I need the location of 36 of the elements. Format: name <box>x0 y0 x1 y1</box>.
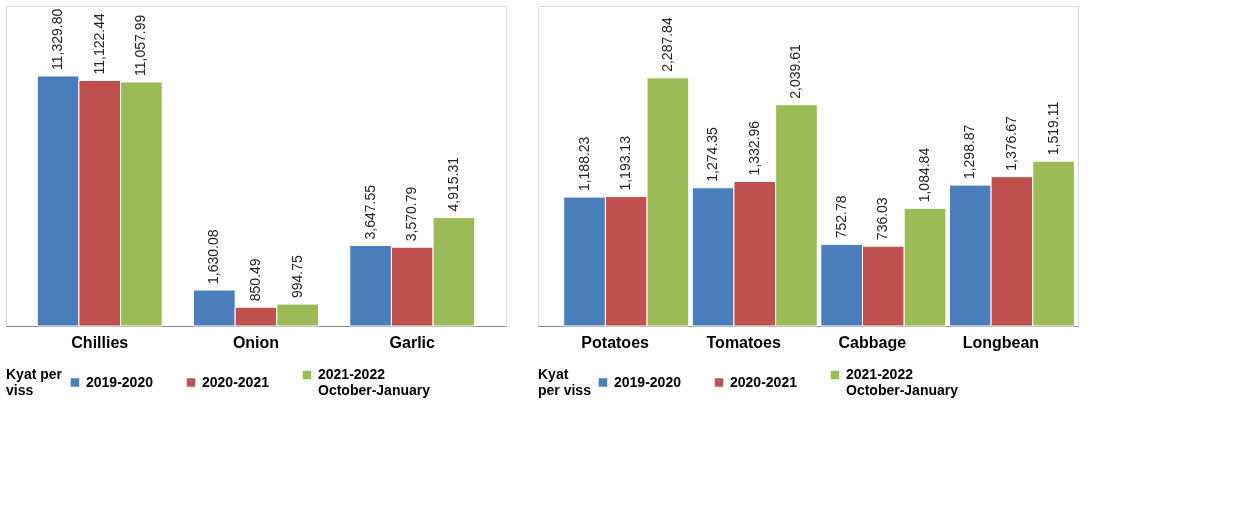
data-label: 1,298.87 <box>961 124 978 180</box>
x-tick-label: Onion <box>232 333 280 351</box>
data-label: 1,376.67 <box>1002 115 1019 171</box>
x-tick-label: Tomatoes <box>706 333 781 351</box>
data-label: 1,519.11 <box>1044 101 1061 156</box>
data-label: 11,057.99 <box>132 14 149 76</box>
data-label: 11,122.44 <box>90 13 107 75</box>
data-label: 11,329.80 <box>49 8 66 70</box>
data-label: 2,287.84 <box>658 17 675 72</box>
x-tick-label: Longbean <box>962 333 1040 351</box>
legend-label: 2020-2021 <box>730 373 798 390</box>
data-label: 1,193.13 <box>617 135 634 191</box>
legend-title: Kyat per viss <box>538 366 592 398</box>
legend-label: 2021-2022 October-January <box>318 366 431 398</box>
legend-label: 2019-2020 <box>614 373 682 390</box>
x-tick-label: Garlic <box>389 333 436 351</box>
legend-label: 2021-2022 October-January <box>846 366 959 398</box>
legend-label: 2020-2021 <box>202 373 270 390</box>
data-label: 3,647.55 <box>361 184 378 240</box>
data-label: 1,274.35 <box>704 127 721 182</box>
legend-title: Kyat per viss <box>6 366 63 398</box>
data-label: 3,570.79 <box>403 186 420 242</box>
data-label: 1,188.23 <box>575 136 592 192</box>
x-tick-label: Chillies <box>71 333 129 351</box>
data-label: 1,630.08 <box>205 229 222 285</box>
data-label: 994.75 <box>288 255 305 299</box>
data-label: 850.49 <box>247 258 263 302</box>
x-tick-label: Potatoes <box>581 333 650 351</box>
data-label: 1,084.84 <box>916 147 933 203</box>
data-label: 736.03 <box>874 197 891 241</box>
legend-label: 2019-2020 <box>86 373 154 390</box>
data-label: 2,039.61 <box>787 44 804 99</box>
x-tick-label: Cabbage <box>838 333 907 351</box>
data-label: 4,915.31 <box>444 156 461 212</box>
data-label: 1,332.96 <box>745 120 762 176</box>
data-label: 752.78 <box>832 195 849 239</box>
